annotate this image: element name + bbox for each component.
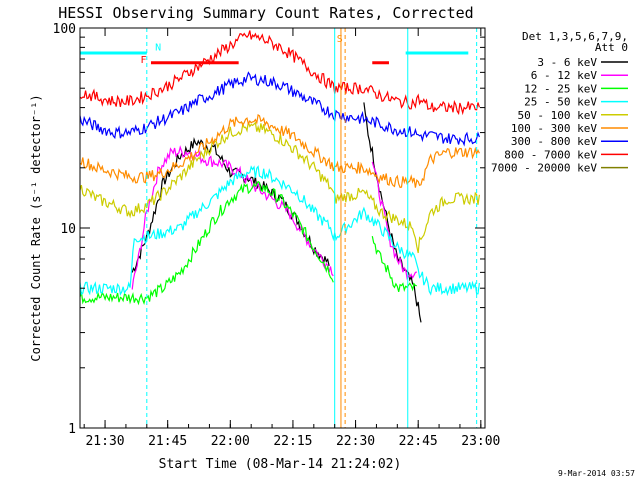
x-tick-label-5: 22:45 bbox=[399, 434, 438, 449]
x-axis-label: Start Time (08-Mar-14 21:24:02) bbox=[159, 457, 402, 472]
legend-label-2: 12 - 25 keV bbox=[524, 82, 597, 95]
legend-label-3: 25 - 50 keV bbox=[524, 96, 597, 109]
flag-label-n: N bbox=[155, 43, 161, 54]
y-axis: 1 10 100 bbox=[53, 22, 485, 437]
x-tick-label-1: 21:45 bbox=[148, 434, 187, 449]
legend-label-1: 6 - 12 keV bbox=[531, 69, 598, 82]
legend-label-0: 3 - 6 keV bbox=[537, 56, 597, 69]
x-tick-label-4: 22:30 bbox=[336, 434, 375, 449]
x-axis: 21:30 21:45 22:00 22:15 22:30 22:45 23:00 bbox=[83, 28, 500, 449]
flag-label-f: F bbox=[141, 55, 147, 66]
y-tick-label-1: 10 bbox=[60, 222, 76, 237]
legend-label-8: 7000 - 20000 keV bbox=[491, 162, 597, 175]
legend-label-6: 300 - 800 keV bbox=[511, 135, 597, 148]
series-line-7 bbox=[79, 30, 480, 116]
chart-title: HESSI Observing Summary Count Rates, Cor… bbox=[58, 4, 473, 22]
legend-label-4: 50 - 100 keV bbox=[518, 109, 598, 122]
y-tick-label-0: 1 bbox=[68, 422, 76, 437]
flag-label-s: S bbox=[337, 34, 343, 45]
x-tick-label-2: 22:00 bbox=[211, 434, 250, 449]
y-axis-label: Corrected Count Rate (s⁻¹ detector⁻¹) bbox=[29, 94, 43, 361]
x-tick-label-0: 21:30 bbox=[85, 434, 124, 449]
series-line-1 bbox=[131, 145, 417, 290]
y-tick-label-2: 100 bbox=[53, 22, 76, 37]
legend-header-line-1: Det 1,3,5,6,7,9, bbox=[522, 30, 628, 43]
series-line-4 bbox=[79, 121, 480, 254]
legend-header-line-2: Att 0 bbox=[595, 41, 628, 54]
timestamp: 9-Mar-2014 03:57 bbox=[558, 469, 635, 478]
series-line-2 bbox=[79, 180, 417, 306]
legend-label-7: 800 - 7000 keV bbox=[504, 148, 597, 161]
series-line-5 bbox=[79, 114, 480, 189]
x-tick-label-6: 23:00 bbox=[461, 434, 500, 449]
series-line-0 bbox=[131, 102, 422, 323]
x-tick-label-3: 22:15 bbox=[273, 434, 312, 449]
legend-label-5: 100 - 300 keV bbox=[511, 122, 597, 135]
